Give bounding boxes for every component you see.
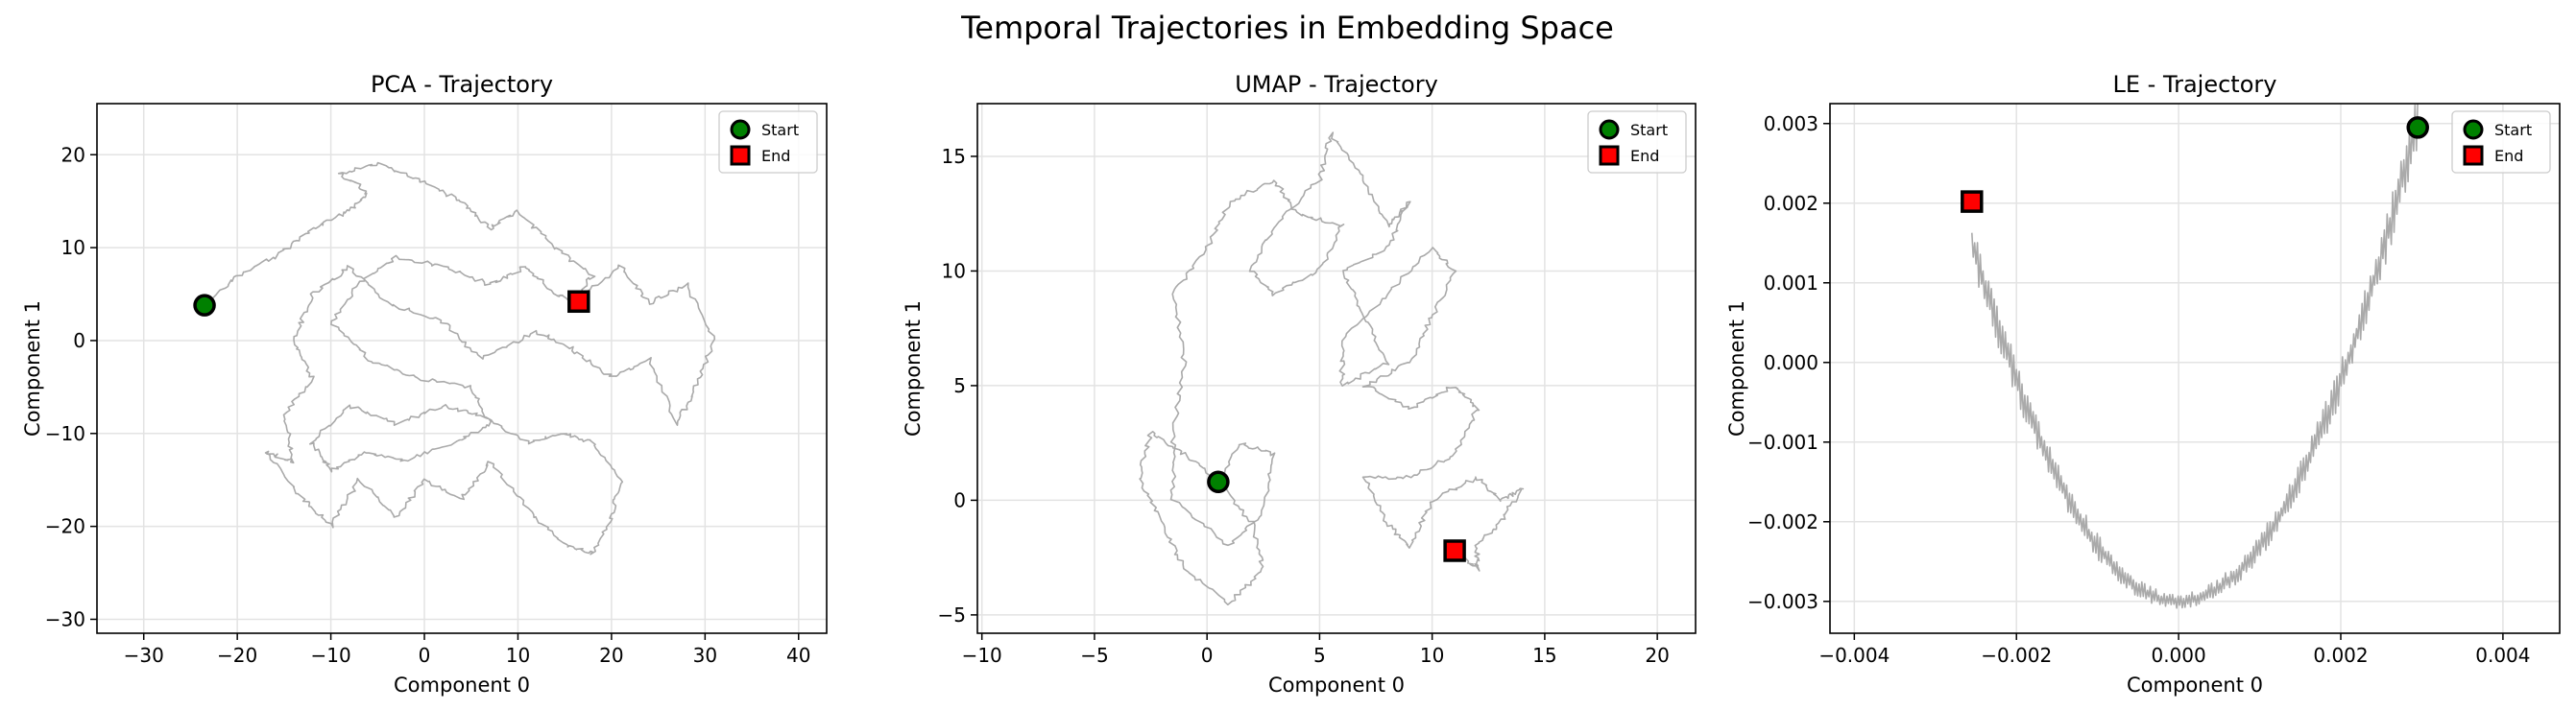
x-tick-label: −10	[310, 644, 350, 667]
subplot-title: UMAP - Trajectory	[1235, 71, 1438, 98]
legend-start-marker	[2463, 119, 2484, 140]
y-tick-label: 0.000	[1764, 351, 1818, 374]
subplot-2: −0.004 −0.002 0.000 0.002 0.004 −0.003 −0.002 −…	[1725, 71, 2561, 697]
subplot-1: −10 −5 0 5 10 15 20 −5 0 5 10 15 UMAP - Trajectory Co…	[902, 71, 1697, 697]
y-axis-label: Component 1	[1725, 300, 1748, 437]
trajectory-line	[205, 161, 716, 556]
figure-suptitle: Temporal Trajectories in Embedding Space	[960, 10, 1614, 46]
x-tick-label: 5	[1313, 644, 1326, 667]
y-tick-label: −10	[45, 422, 85, 445]
start-marker	[193, 294, 216, 317]
trajectory-line	[1139, 131, 1525, 605]
y-tick-label: −20	[45, 515, 85, 538]
y-axis-label: Component 1	[21, 300, 44, 437]
x-tick-label: −0.002	[1981, 644, 2052, 667]
start-marker	[2406, 116, 2429, 139]
y-tick-label: −5	[938, 604, 966, 627]
x-tick-label: 0.000	[2151, 644, 2205, 667]
x-tick-label: 0.004	[2475, 644, 2530, 667]
x-tick-label: 15	[1532, 644, 1556, 667]
trajectory	[1139, 131, 1525, 605]
end-marker	[1443, 539, 1466, 562]
y-tick-label: 10	[942, 259, 966, 282]
legend-end-marker	[2463, 145, 2484, 166]
x-axis-label: Component 0	[394, 674, 530, 697]
legend-end-label: End	[2494, 147, 2523, 165]
end-marker	[1961, 190, 1984, 213]
y-tick-label: 5	[953, 374, 966, 397]
legend-end-label: End	[1630, 147, 1659, 165]
legend-start-label: Start	[1630, 121, 1668, 139]
y-tick-label: 10	[61, 236, 85, 259]
x-tick-label: 0	[419, 644, 431, 667]
x-tick-label: 20	[599, 644, 623, 667]
x-tick-label: 0	[1201, 644, 1214, 667]
y-tick-label: 0	[953, 488, 966, 511]
axes-frame	[96, 103, 828, 634]
x-tick-label: −5	[1080, 644, 1108, 667]
trajectory	[205, 161, 716, 556]
legend: Start End	[718, 110, 818, 174]
axes-frame	[976, 103, 1697, 634]
x-axis-label: Component 0	[2127, 674, 2263, 697]
x-tick-label: 0.002	[2313, 644, 2368, 667]
x-tick-label: 10	[1420, 644, 1444, 667]
x-tick-label: −0.004	[1818, 644, 1890, 667]
y-tick-label: 0.002	[1764, 192, 1818, 215]
y-tick-label: −0.001	[1747, 431, 1818, 454]
x-tick-label: 10	[506, 644, 530, 667]
trajectory	[1971, 104, 2419, 609]
legend: Start End	[2451, 110, 2551, 174]
y-tick-label: 15	[942, 145, 966, 168]
y-tick-label: 0.003	[1764, 112, 1818, 135]
legend: Start End	[1587, 110, 1687, 174]
x-tick-label: 20	[1645, 644, 1669, 667]
x-axis-label: Component 0	[1268, 674, 1405, 697]
y-tick-label: 0	[73, 329, 85, 352]
end-marker	[567, 290, 590, 314]
y-tick-label: −30	[45, 607, 85, 630]
y-axis-label: Component 1	[902, 300, 925, 437]
y-tick-label: −0.002	[1747, 510, 1818, 533]
legend-end-label: End	[761, 147, 790, 165]
y-tick-label: 20	[61, 143, 85, 166]
subplot-title: LE - Trajectory	[2113, 71, 2277, 98]
legend-start-label: Start	[2494, 121, 2532, 139]
x-tick-label: 40	[786, 644, 810, 667]
subplot-0: −30 −20 −10 0 10 20 30 40 −30 −20 −10 0 10 20 PCA - Tr…	[21, 71, 828, 697]
legend-start-label: Start	[761, 121, 799, 139]
legend-start-marker	[730, 119, 751, 140]
trajectory-line	[1971, 104, 2419, 609]
x-tick-label: −30	[124, 644, 164, 667]
x-tick-label: −10	[962, 644, 1002, 667]
start-marker	[1207, 470, 1230, 494]
subplot-title: PCA - Trajectory	[371, 71, 553, 98]
legend-end-marker	[730, 145, 751, 166]
x-tick-label: 30	[693, 644, 717, 667]
axes-frame	[1829, 103, 2561, 634]
legend-end-marker	[1599, 145, 1620, 166]
x-tick-label: −20	[217, 644, 257, 667]
y-tick-label: 0.001	[1764, 272, 1818, 295]
y-tick-label: −0.003	[1747, 590, 1818, 613]
legend-start-marker	[1599, 119, 1620, 140]
